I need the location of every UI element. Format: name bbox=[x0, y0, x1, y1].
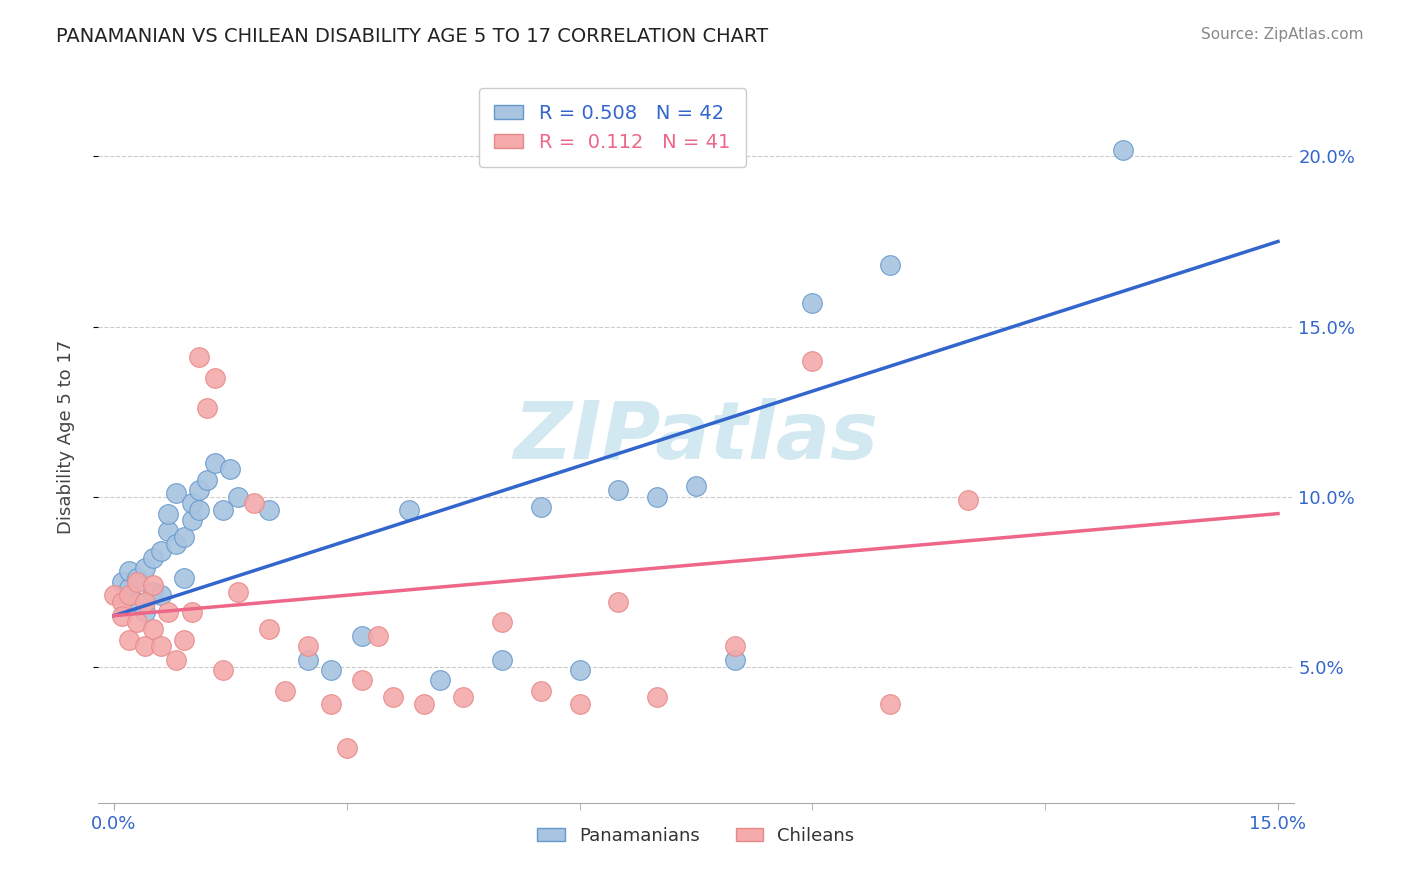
Point bbox=[607, 483, 630, 497]
Point bbox=[801, 295, 824, 310]
Point bbox=[149, 544, 172, 558]
Point bbox=[352, 673, 374, 688]
Point bbox=[297, 640, 319, 654]
Point bbox=[118, 632, 141, 647]
Text: Source: ZipAtlas.com: Source: ZipAtlas.com bbox=[1201, 27, 1364, 42]
Point bbox=[118, 565, 141, 579]
Point bbox=[142, 550, 165, 565]
Point bbox=[956, 493, 979, 508]
Point bbox=[157, 507, 180, 521]
Point bbox=[188, 503, 211, 517]
Point bbox=[321, 697, 343, 711]
Point bbox=[685, 479, 707, 493]
Point bbox=[111, 595, 134, 609]
Point bbox=[211, 503, 233, 517]
Point bbox=[724, 640, 747, 654]
Point bbox=[127, 574, 149, 589]
Point bbox=[118, 588, 141, 602]
Point bbox=[398, 503, 420, 517]
Point bbox=[111, 574, 134, 589]
Point bbox=[149, 588, 172, 602]
Point bbox=[257, 503, 280, 517]
Text: PANAMANIAN VS CHILEAN DISABILITY AGE 5 TO 17 CORRELATION CHART: PANAMANIAN VS CHILEAN DISABILITY AGE 5 T… bbox=[56, 27, 768, 45]
Point bbox=[801, 353, 824, 368]
Point bbox=[134, 640, 156, 654]
Point bbox=[382, 690, 405, 705]
Point bbox=[297, 653, 319, 667]
Point bbox=[257, 622, 280, 636]
Text: ZIPatlas: ZIPatlas bbox=[513, 398, 879, 476]
Point bbox=[149, 640, 172, 654]
Point bbox=[568, 697, 591, 711]
Point bbox=[336, 741, 359, 756]
Point bbox=[165, 537, 187, 551]
Point bbox=[568, 663, 591, 677]
Point bbox=[321, 663, 343, 677]
Legend: Panamanians, Chileans: Panamanians, Chileans bbox=[530, 820, 862, 852]
Point bbox=[195, 401, 218, 416]
Point bbox=[111, 608, 134, 623]
Point bbox=[118, 582, 141, 596]
Point bbox=[180, 605, 202, 619]
Point bbox=[180, 513, 202, 527]
Point bbox=[367, 629, 389, 643]
Point bbox=[127, 595, 149, 609]
Point bbox=[491, 615, 513, 630]
Point bbox=[879, 258, 901, 272]
Point bbox=[142, 578, 165, 592]
Point bbox=[451, 690, 474, 705]
Point bbox=[103, 588, 125, 602]
Point bbox=[173, 531, 195, 545]
Point bbox=[142, 622, 165, 636]
Point bbox=[491, 653, 513, 667]
Point bbox=[134, 561, 156, 575]
Point bbox=[188, 350, 211, 364]
Point bbox=[204, 370, 226, 384]
Point bbox=[195, 473, 218, 487]
Point bbox=[226, 585, 249, 599]
Point bbox=[429, 673, 451, 688]
Point bbox=[879, 697, 901, 711]
Point bbox=[1112, 143, 1135, 157]
Point bbox=[607, 595, 630, 609]
Point bbox=[242, 496, 264, 510]
Point bbox=[188, 483, 211, 497]
Point bbox=[413, 697, 436, 711]
Point bbox=[173, 632, 195, 647]
Point bbox=[211, 663, 233, 677]
Point bbox=[165, 653, 187, 667]
Point bbox=[724, 653, 747, 667]
Point bbox=[530, 683, 553, 698]
Point bbox=[142, 585, 165, 599]
Point bbox=[165, 486, 187, 500]
Point bbox=[645, 490, 668, 504]
Point bbox=[157, 605, 180, 619]
Point bbox=[157, 524, 180, 538]
Y-axis label: Disability Age 5 to 17: Disability Age 5 to 17 bbox=[56, 340, 75, 534]
Point bbox=[127, 571, 149, 585]
Point bbox=[134, 595, 156, 609]
Point bbox=[180, 496, 202, 510]
Point bbox=[219, 462, 242, 476]
Point bbox=[273, 683, 295, 698]
Point bbox=[352, 629, 374, 643]
Point bbox=[645, 690, 668, 705]
Point bbox=[204, 456, 226, 470]
Point bbox=[530, 500, 553, 514]
Point bbox=[127, 615, 149, 630]
Point bbox=[226, 490, 249, 504]
Point bbox=[173, 571, 195, 585]
Point bbox=[134, 605, 156, 619]
